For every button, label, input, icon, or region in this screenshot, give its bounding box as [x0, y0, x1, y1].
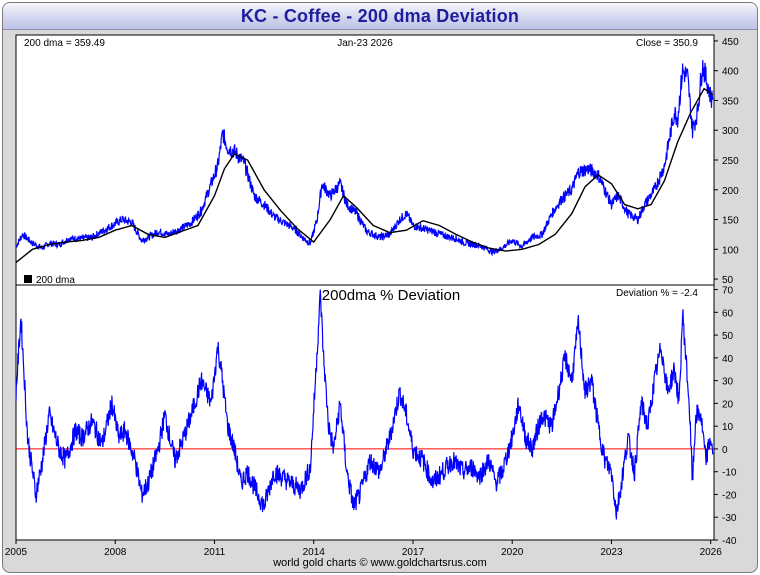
date-readout: Jan-23 2026: [337, 38, 393, 49]
deviation-y-tick-label: -20: [722, 490, 737, 501]
deviation-y-tick-label: -10: [722, 468, 737, 479]
x-tick-label: 2017: [402, 547, 425, 558]
deviation-y-tick-label: 30: [722, 377, 734, 388]
deviation-series-line: [15, 289, 714, 520]
price-y-tick-label: 400: [722, 67, 739, 78]
footer-credit: world gold charts © www.goldchartsrus.co…: [273, 557, 487, 569]
deviation-y-tick-label: 60: [722, 308, 734, 319]
deviation-y-tick-label: 0: [722, 445, 728, 456]
price-y-tick-label: 150: [722, 216, 739, 227]
deviation-readout: Deviation % = -2.4: [616, 288, 698, 299]
x-tick-label: 2008: [104, 547, 127, 558]
price-y-tick-label: 200: [722, 186, 739, 197]
x-tick-label: 2026: [700, 547, 723, 558]
deviation-title: 200dma % Deviation: [322, 287, 460, 304]
title-bar: KC - Coffee - 200 dma Deviation: [3, 3, 757, 30]
price-y-tick-label: 250: [722, 156, 739, 167]
x-tick-label: 2011: [204, 547, 226, 558]
price-y-tick-label: 100: [722, 245, 739, 256]
dma-readout: 200 dma = 359.49: [24, 38, 105, 49]
x-tick-label: 2005: [5, 547, 28, 558]
x-tick-label: 2023: [600, 547, 623, 558]
deviation-y-tick-label: 40: [722, 354, 734, 365]
deviation-y-tick-label: 20: [722, 399, 734, 410]
chart-title: KC - Coffee - 200 dma Deviation: [240, 6, 520, 26]
price-y-tick-label: 350: [722, 96, 739, 107]
price-y-tick-label: 50: [722, 275, 734, 286]
dma-series-line: [15, 87, 714, 263]
deviation-panel: [15, 284, 715, 541]
x-tick-label: 2020: [501, 547, 524, 558]
deviation-y-tick-label: 50: [722, 331, 734, 342]
x-tick-label: 2014: [303, 547, 326, 558]
deviation-y-tick-label: 70: [722, 286, 734, 297]
price-y-axis: 50 100 150 200 250 300 350 400 450: [714, 37, 739, 286]
close-readout: Close = 350.9: [636, 38, 698, 49]
deviation-y-tick-label: 10: [722, 422, 734, 433]
price-panel: [15, 34, 715, 286]
price-y-tick-label: 450: [722, 37, 739, 48]
deviation-y-tick-label: -30: [722, 513, 737, 524]
deviation-y-tick-label: -40: [722, 536, 737, 547]
deviation-y-axis: -40 -30 -20 -10 0 10 20 30 40 50 60 70: [714, 286, 737, 547]
legend-swatch-dma: [24, 275, 32, 283]
x-axis: 2005 2008 2011 2014 2017 2020 2023 2026: [5, 540, 722, 558]
legend-label-dma: 200 dma: [36, 275, 75, 286]
price-y-tick-label: 300: [722, 126, 739, 137]
